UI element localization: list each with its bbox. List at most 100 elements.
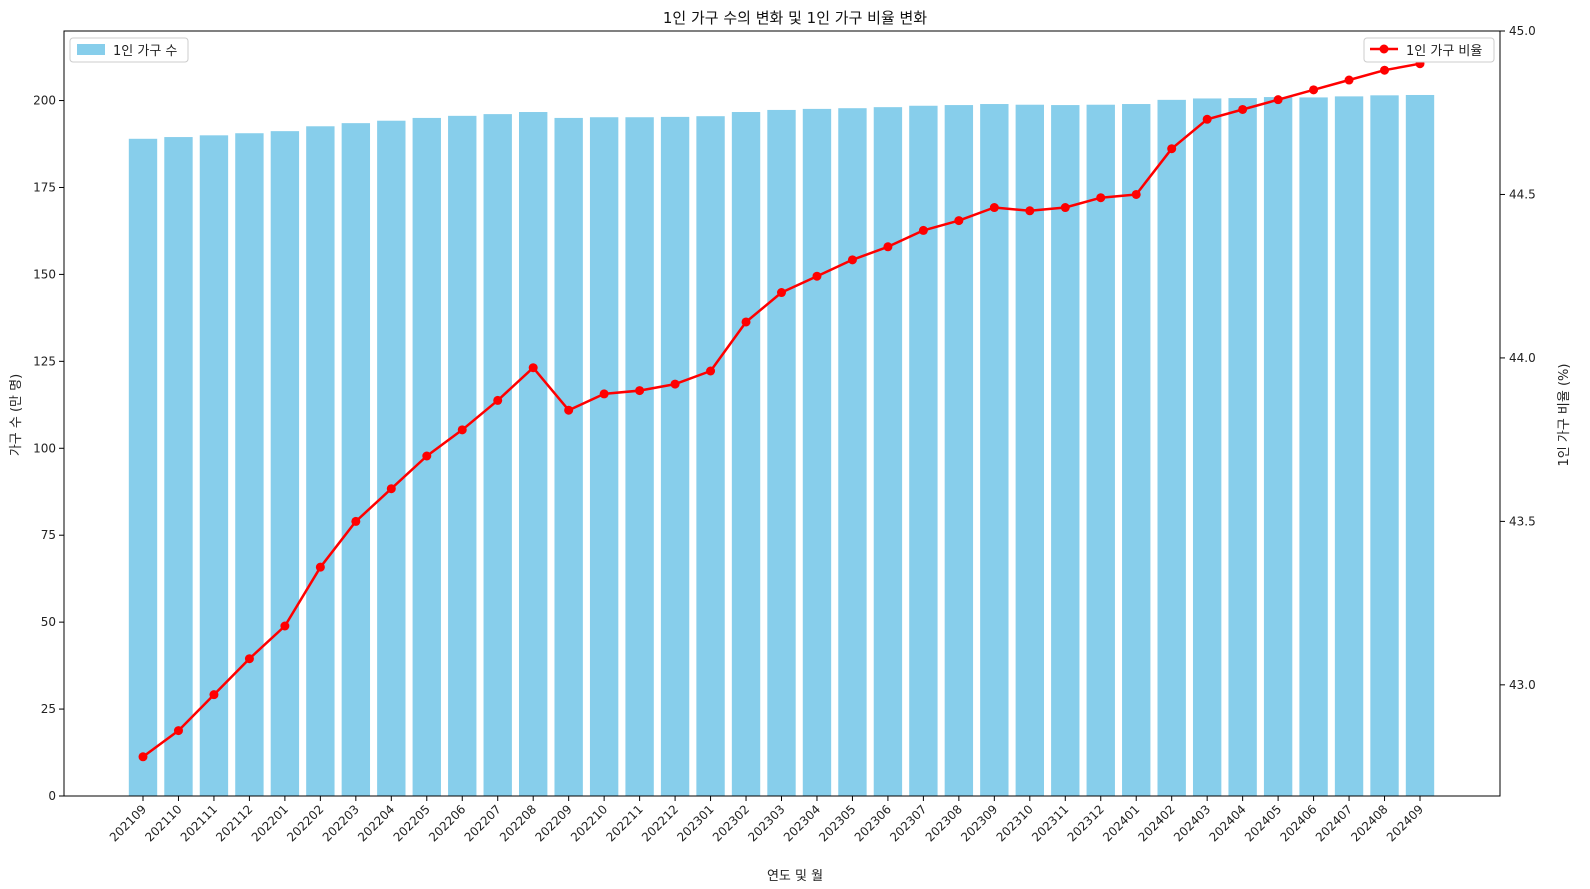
ratio-point-202310 [1025,206,1035,216]
x-tick-label: 202303 [745,802,787,844]
ratio-point-202112 [244,654,254,664]
x-tick-label: 202405 [1242,802,1284,844]
bar-202211 [625,117,654,796]
bar-202401 [1122,104,1151,797]
bar-202212 [660,116,690,797]
x-tick-label: 202208 [497,802,539,844]
bar-202301 [696,116,725,797]
ratio-point-202203 [351,516,361,526]
x-tick-label: 202305 [816,802,858,844]
ratio-point-202303 [777,288,786,298]
x-tick-label: 202212 [639,802,681,844]
ratio-point-202306 [883,242,893,252]
x-tick-label: 202302 [710,802,752,844]
ratio-point-202308 [954,216,964,226]
left-y-tick-label: 150 [33,267,56,281]
bar-202202 [306,126,335,796]
bar-202403 [1192,98,1222,796]
legend-right-label: 1인 가구 비율 [1406,44,1482,59]
ratio-point-202403 [1202,114,1212,124]
bar-202203 [341,123,371,797]
ratio-point-202309 [989,203,999,213]
left-y-tick-label: 25 [41,702,56,716]
legend-left: 1인 가구 수 [69,37,189,63]
bar-202405 [1263,97,1293,797]
right-y-tick-label: 43.0 [1509,678,1536,692]
left-y-axis-title: 가구 수 (만 명) [9,374,24,456]
x-tick-label: 202206 [426,802,468,844]
x-tick-label: 202309 [958,802,1000,844]
ratio-point-202311 [1060,203,1070,213]
x-tick-label: 202401 [1100,802,1142,844]
bar-202310 [1015,104,1044,796]
ratio-point-202211 [635,386,645,396]
x-tick-label: 202211 [603,802,645,844]
bar-202206 [448,115,477,796]
ratio-point-202206 [457,425,467,435]
left-y-tick-label: 0 [48,789,56,803]
left-y-tick-label: 75 [41,528,56,542]
left-y-tick-label: 200 [33,94,56,108]
bar-202208 [519,112,548,797]
chart-title: 1인 가구 수의 변화 및 1인 가구 비율 변화 [663,9,927,27]
ratio-point-202205 [422,451,432,461]
bar-202402 [1157,99,1186,797]
x-tick-label: 202111 [178,802,220,844]
x-tick-label: 202308 [923,802,965,844]
ratio-point-202305 [847,255,857,265]
ratio-point-202304 [812,271,822,281]
left-y-tick-label: 100 [33,441,56,455]
bar-202305 [838,108,867,797]
bar-202110 [164,137,193,796]
bar-202409 [1405,94,1435,797]
x-tick-label: 202110 [142,802,184,844]
right-y-axis-title: 1인 가구 비율 (%) [1557,364,1572,467]
bar-202306 [873,107,903,796]
ratio-point-202210 [599,389,609,399]
x-tick-label: 202112 [213,802,255,844]
bar-202311 [1051,105,1080,796]
ratio-point-202207 [493,395,503,405]
x-tick-label: 202408 [1348,802,1390,844]
left-y-tick-label: 175 [33,180,56,194]
x-tick-label: 202301 [674,802,716,844]
ratio-point-202408 [1380,65,1390,75]
bar-202109 [128,138,158,796]
ratio-point-202209 [564,405,574,415]
ratio-point-202204 [386,484,396,494]
legend-right-swatch-marker [1379,44,1389,54]
bar-202407 [1334,96,1364,796]
ratio-point-202307 [918,225,928,235]
ratio-point-202208 [528,363,538,373]
left-y-tick-label: 125 [33,354,56,368]
right-y-tick-label: 43.5 [1509,514,1536,528]
ratio-point-202301 [706,366,716,376]
x-tick-label: 202210 [568,802,610,844]
ratio-point-202407 [1344,75,1354,85]
ratio-point-202202 [315,562,325,572]
bar-202204 [377,120,406,797]
ratio-point-202212 [670,379,680,389]
ratio-point-202110 [173,726,183,736]
x-tick-label: 202205 [391,802,433,844]
x-tick-label: 202403 [1171,802,1213,844]
x-tick-label: 202306 [852,802,894,844]
bar-202309 [980,104,1009,797]
x-tick-label: 202204 [355,802,397,844]
right-y-tick-label: 44.5 [1509,187,1536,201]
x-tick-label: 202209 [532,802,574,844]
ratio-point-202401 [1131,189,1141,199]
ratio-point-202109 [138,752,148,762]
bar-202207 [483,114,512,797]
bar-202406 [1299,97,1328,797]
legend-left-swatch [77,44,105,55]
x-tick-label: 202402 [1136,802,1178,844]
bar-202303 [767,109,796,797]
x-tick-label: 202310 [994,802,1036,844]
x-tick-label: 202407 [1313,802,1355,844]
x-tick-label: 202307 [887,802,929,844]
legend-right: 1인 가구 비율 [1363,37,1495,63]
bar-202408 [1370,95,1399,797]
bars-layer [128,94,1435,797]
